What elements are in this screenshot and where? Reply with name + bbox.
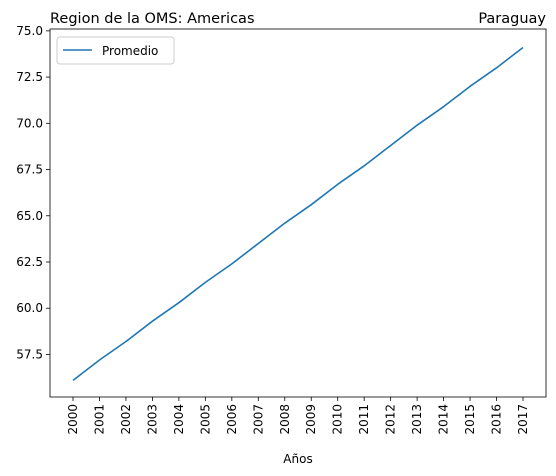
y-tick-label: 62.5 xyxy=(16,255,43,269)
x-tick-label: 2010 xyxy=(331,404,345,435)
x-tick-label: 2001 xyxy=(92,404,106,435)
plot-area: 57.5 60.0 62.5 65.0 67.5 70.0 72.5 75.0 2000 2001… xyxy=(16,24,530,435)
legend-box xyxy=(56,36,175,65)
y-tick-label: 57.5 xyxy=(16,347,43,361)
legend: Promedio xyxy=(56,36,175,65)
x-tick-label: 2013 xyxy=(410,404,424,435)
x-tick-label: 2002 xyxy=(119,404,133,435)
x-tick-label: 2015 xyxy=(463,404,477,435)
x-tick-label: 2005 xyxy=(198,404,212,435)
chart-title-right: Paraguay xyxy=(478,11,546,27)
y-tick-label: 75.0 xyxy=(16,24,43,38)
x-tick-label: 2011 xyxy=(357,404,371,435)
y-tick-label: 65.0 xyxy=(16,209,43,223)
plot-frame xyxy=(49,28,547,398)
x-tick-label: 2012 xyxy=(384,404,398,435)
x-tick-label: 2017 xyxy=(516,404,530,435)
x-tick-label: 2000 xyxy=(66,404,80,435)
y-tick-label: 72.5 xyxy=(16,70,43,84)
x-tick-label: 2016 xyxy=(490,404,504,435)
x-tick-label: 2007 xyxy=(251,404,265,435)
x-tick-label: 2008 xyxy=(278,404,292,435)
x-tick-label: 2004 xyxy=(172,404,186,435)
y-tick-label: 67.5 xyxy=(16,163,43,177)
legend-label-promedio: Promedio xyxy=(102,44,158,58)
y-tick-label: 60.0 xyxy=(16,301,43,315)
y-tick-label: 70.0 xyxy=(16,116,43,130)
x-tick-label: 2009 xyxy=(304,404,318,435)
series-line-promedio xyxy=(72,46,524,381)
x-tick-label: 2003 xyxy=(145,404,159,435)
chart-title-left: Region de la OMS: Americas xyxy=(50,11,255,27)
x-tick-label: 2014 xyxy=(437,404,451,435)
x-tick-label: 2006 xyxy=(225,404,239,435)
x-axis-label: Años xyxy=(283,452,312,466)
